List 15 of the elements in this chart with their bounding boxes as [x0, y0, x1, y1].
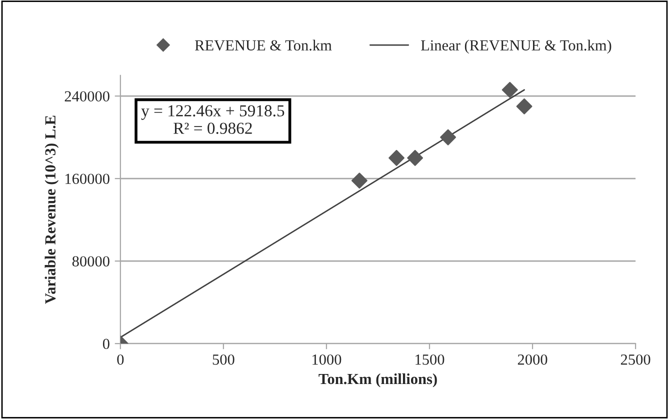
y-tick-label: 80000: [72, 256, 110, 267]
x-tick-label: 500: [212, 354, 234, 365]
annotation: y = 122.46x + 5918.5 R² = 0.9862: [141, 105, 284, 134]
x-tick-label: 2500: [620, 354, 650, 365]
x-tick-label: 1000: [312, 354, 342, 365]
y-tick-label: 160000: [66, 174, 110, 184]
y-axis-title: Variable Revenue (10^3) L.E: [44, 116, 59, 304]
legend-label: REVENUE & Ton.km: [194, 40, 332, 51]
legend-label: Linear (REVENUE & Ton.km): [421, 40, 612, 54]
x-axis-title: Ton.Km (millions): [318, 373, 437, 388]
y-tick-label: 240000: [64, 91, 110, 102]
y-tick-label: 0: [102, 338, 110, 350]
x-tick-label: 0: [117, 354, 124, 365]
x-tick-label: 2000: [518, 354, 548, 365]
x-tick-label: 1500: [416, 354, 444, 365]
